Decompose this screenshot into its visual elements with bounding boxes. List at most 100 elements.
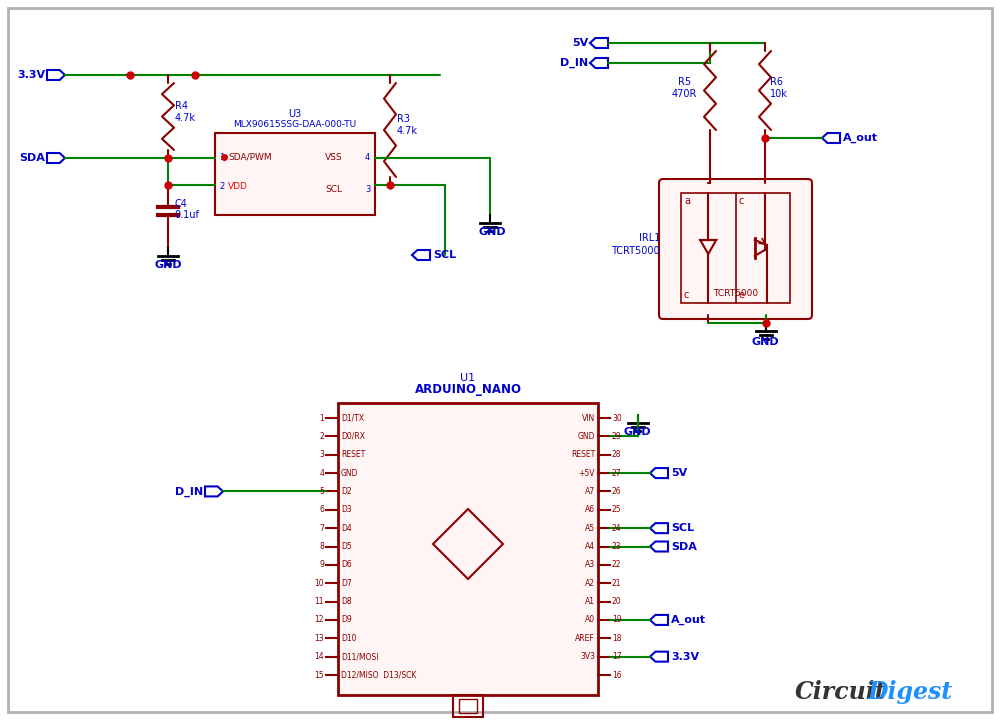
Text: GND: GND bbox=[478, 227, 506, 237]
Text: A5: A5 bbox=[585, 523, 595, 533]
Text: 3.3V: 3.3V bbox=[17, 70, 45, 80]
Text: SCL: SCL bbox=[671, 523, 694, 533]
Text: 17: 17 bbox=[612, 652, 622, 661]
Text: AREF: AREF bbox=[575, 634, 595, 643]
Text: 2: 2 bbox=[219, 181, 224, 191]
Text: GND: GND bbox=[752, 337, 779, 347]
Text: VIN: VIN bbox=[582, 413, 595, 423]
Text: D_IN: D_IN bbox=[560, 58, 588, 68]
Text: 20: 20 bbox=[612, 597, 622, 606]
Text: A6: A6 bbox=[585, 505, 595, 514]
Text: 4.7k: 4.7k bbox=[397, 126, 418, 136]
Text: R3: R3 bbox=[397, 114, 410, 124]
Text: TCRT5000: TCRT5000 bbox=[713, 289, 758, 298]
Text: 6: 6 bbox=[319, 505, 324, 514]
Bar bbox=[338, 403, 598, 695]
Text: D10: D10 bbox=[341, 634, 357, 643]
Text: D6: D6 bbox=[341, 560, 352, 570]
Text: 25: 25 bbox=[612, 505, 622, 514]
Text: A2: A2 bbox=[585, 579, 595, 588]
Text: A1: A1 bbox=[585, 597, 595, 606]
Text: c: c bbox=[684, 290, 689, 300]
Text: D2: D2 bbox=[341, 487, 352, 496]
Text: GND: GND bbox=[154, 260, 182, 270]
Text: SCL: SCL bbox=[433, 250, 456, 260]
Bar bbox=[453, 695, 483, 717]
Text: 4: 4 bbox=[319, 469, 324, 477]
Text: GND: GND bbox=[341, 469, 359, 477]
Text: 27: 27 bbox=[612, 469, 622, 477]
Text: VSS: VSS bbox=[325, 153, 343, 161]
Text: D7: D7 bbox=[341, 579, 352, 588]
Text: 3V3: 3V3 bbox=[580, 652, 595, 661]
Text: D5: D5 bbox=[341, 542, 352, 551]
Text: 3.3V: 3.3V bbox=[671, 652, 699, 662]
Text: 28: 28 bbox=[612, 450, 622, 459]
Text: 10k: 10k bbox=[770, 89, 788, 99]
Text: D9: D9 bbox=[341, 616, 352, 624]
Text: 470R: 470R bbox=[672, 89, 697, 99]
Text: Digest: Digest bbox=[868, 680, 953, 704]
Text: C4: C4 bbox=[174, 199, 187, 209]
Text: SDA: SDA bbox=[671, 541, 697, 552]
Text: 14: 14 bbox=[314, 652, 324, 661]
Text: R4: R4 bbox=[175, 101, 188, 110]
Text: A3: A3 bbox=[585, 560, 595, 570]
Text: D4: D4 bbox=[341, 523, 352, 533]
Text: 12: 12 bbox=[315, 616, 324, 624]
Text: GND: GND bbox=[624, 427, 652, 437]
Text: A4: A4 bbox=[585, 542, 595, 551]
Text: 29: 29 bbox=[612, 432, 622, 441]
Text: R5: R5 bbox=[678, 76, 691, 86]
Text: 16: 16 bbox=[612, 670, 622, 680]
Text: A_out: A_out bbox=[843, 133, 878, 143]
Text: D12/MISO  D13/SCK: D12/MISO D13/SCK bbox=[341, 670, 416, 680]
Text: 2: 2 bbox=[319, 432, 324, 441]
Text: c: c bbox=[738, 196, 744, 206]
Text: 26: 26 bbox=[612, 487, 622, 496]
Bar bbox=[215, 133, 375, 215]
Text: 1: 1 bbox=[319, 413, 324, 423]
Text: 5V: 5V bbox=[671, 468, 687, 478]
Text: 3: 3 bbox=[319, 450, 324, 459]
Text: a: a bbox=[684, 196, 690, 206]
Text: R6: R6 bbox=[770, 76, 783, 86]
Text: SDA/PWM: SDA/PWM bbox=[228, 153, 272, 161]
Text: D1/TX: D1/TX bbox=[341, 413, 364, 423]
Text: TCRT5000: TCRT5000 bbox=[611, 246, 660, 256]
Bar bbox=[459, 699, 477, 713]
Text: 4: 4 bbox=[365, 153, 370, 161]
Text: D_IN: D_IN bbox=[175, 486, 203, 497]
Text: 19: 19 bbox=[612, 616, 622, 624]
Text: 1: 1 bbox=[219, 153, 224, 161]
Text: 3: 3 bbox=[365, 184, 370, 194]
Text: SCL: SCL bbox=[325, 184, 342, 194]
Text: VDD: VDD bbox=[228, 181, 248, 191]
Text: A_out: A_out bbox=[671, 615, 706, 625]
Text: Circuit: Circuit bbox=[795, 680, 887, 704]
Text: GND: GND bbox=[578, 432, 595, 441]
Text: 5: 5 bbox=[319, 487, 324, 496]
Text: A0: A0 bbox=[585, 616, 595, 624]
Text: U1: U1 bbox=[460, 373, 476, 383]
Text: D8: D8 bbox=[341, 597, 352, 606]
FancyBboxPatch shape bbox=[659, 179, 812, 319]
Bar bbox=[681, 193, 790, 303]
Text: 24: 24 bbox=[612, 523, 622, 533]
Text: 7: 7 bbox=[319, 523, 324, 533]
Text: e: e bbox=[738, 290, 744, 300]
Text: RESET: RESET bbox=[341, 450, 365, 459]
Text: U3: U3 bbox=[288, 109, 302, 119]
Text: 21: 21 bbox=[612, 579, 622, 588]
Text: 22: 22 bbox=[612, 560, 622, 570]
Text: 30: 30 bbox=[612, 413, 622, 423]
Text: 10: 10 bbox=[314, 579, 324, 588]
Text: 18: 18 bbox=[612, 634, 622, 643]
Text: A7: A7 bbox=[585, 487, 595, 496]
Text: 11: 11 bbox=[315, 597, 324, 606]
Text: 9: 9 bbox=[319, 560, 324, 570]
Text: 23: 23 bbox=[612, 542, 622, 551]
Text: D11/MOSI: D11/MOSI bbox=[341, 652, 379, 661]
Text: 13: 13 bbox=[314, 634, 324, 643]
Text: SDA: SDA bbox=[19, 153, 45, 163]
